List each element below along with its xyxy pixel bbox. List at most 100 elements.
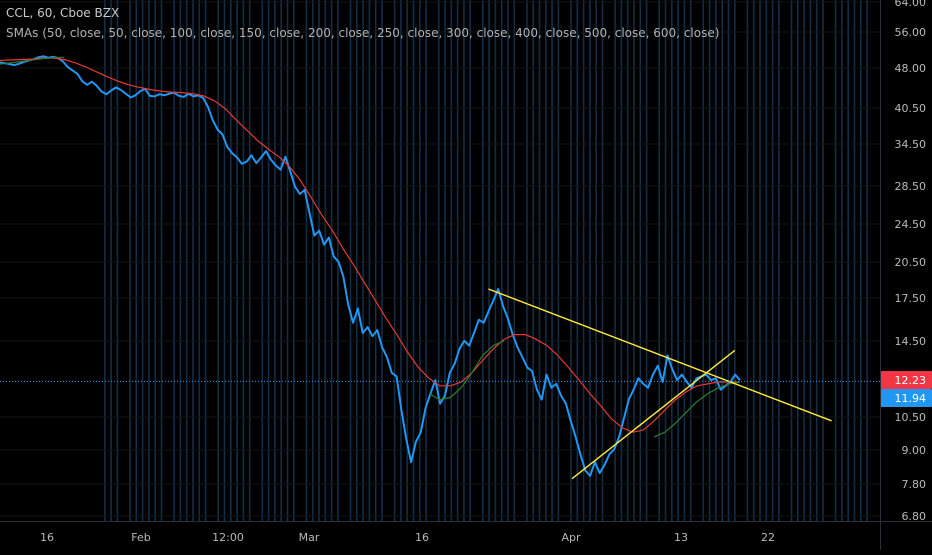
session-stripe (721, 0, 723, 521)
session-stripe (734, 0, 736, 521)
session-stripe (230, 0, 232, 521)
session-stripe (557, 0, 560, 521)
session-stripe (715, 0, 717, 521)
session-stripe (286, 0, 289, 521)
price-tag (881, 371, 932, 389)
series-sma-red (0, 57, 740, 433)
session-stripe (853, 0, 856, 521)
session-stripe (513, 0, 516, 521)
session-stripe (639, 0, 642, 521)
session-stripe (330, 0, 333, 521)
session-stripe (702, 0, 705, 521)
y-tick-label: 17.50 (895, 292, 927, 305)
y-tick-label: 48.00 (895, 62, 927, 75)
session-stripe (129, 0, 131, 521)
session-stripe (104, 0, 106, 521)
x-tick-label: Apr (561, 531, 581, 544)
session-stripe (683, 0, 686, 521)
session-stripe (412, 0, 415, 521)
series-sma-green (428, 340, 505, 401)
session-stripe (236, 0, 238, 521)
session-stripe (393, 0, 396, 521)
session-stripe (444, 0, 446, 521)
series-sma-green (0, 56, 65, 65)
session-stripe (526, 0, 528, 521)
y-tick-label: 28.50 (895, 180, 927, 193)
session-stripe (538, 0, 541, 521)
session-stripe (765, 0, 768, 521)
session-stripe (752, 0, 755, 521)
session-stripe (658, 0, 660, 521)
session-stripe (847, 0, 849, 521)
session-stripe (576, 0, 579, 521)
session-stripe (866, 0, 868, 521)
session-stripe (677, 0, 679, 521)
y-tick-label: 20.50 (895, 256, 927, 269)
trendline-layer[interactable] (488, 288, 832, 480)
session-stripe (803, 0, 805, 521)
session-stripe (463, 0, 465, 521)
price-tag-label: 12.23 (895, 374, 927, 387)
y-tick-label: 14.50 (895, 335, 927, 348)
session-stripe (116, 0, 119, 521)
session-stripe (381, 0, 383, 521)
x-tick-label: 16 (40, 531, 54, 544)
session-stripe (589, 0, 591, 521)
session-stripe (324, 0, 327, 521)
session-stripe (368, 0, 371, 521)
session-stripe (419, 0, 421, 521)
session-stripe (759, 0, 761, 521)
trendline (488, 288, 832, 422)
session-stripe (841, 0, 843, 521)
y-tick-label: 40.50 (895, 102, 927, 115)
session-stripe (135, 0, 138, 521)
session-stripe (173, 0, 175, 521)
session-stripe (185, 0, 188, 521)
session-stripe (154, 0, 156, 521)
session-stripe (601, 0, 604, 521)
session-stripe (689, 0, 692, 521)
session-stripe (192, 0, 194, 521)
session-stripe (293, 0, 295, 521)
session-stripe (148, 0, 150, 521)
y-tick-label: 7.80 (902, 478, 927, 491)
session-stripe (860, 0, 862, 521)
y-tick-label: 6.80 (902, 510, 927, 523)
session-stripe (582, 0, 585, 521)
session-stripe (645, 0, 648, 521)
series-sma-green (653, 381, 741, 438)
session-stripe (261, 0, 264, 521)
y-tick-label: 9.00 (902, 444, 927, 457)
session-stripe (614, 0, 616, 521)
session-stripe (507, 0, 509, 521)
session-stripe (305, 0, 308, 521)
session-stripe (425, 0, 427, 521)
session-stripe (488, 0, 490, 521)
grid (0, 1, 880, 517)
session-stripe (198, 0, 201, 521)
x-tick-label: Feb (131, 531, 150, 544)
session-stripe (248, 0, 251, 521)
session-stripe (223, 0, 226, 521)
time-axis[interactable]: 16 Feb 12:00 Mar 16 Apr 13 22 (0, 521, 932, 550)
symbol-legend[interactable]: CCL, 60, Cboe BZX (6, 6, 120, 20)
trendline (571, 349, 736, 480)
session-stripe (274, 0, 276, 521)
y-tick-label: 10.50 (895, 411, 927, 424)
session-stripe (532, 0, 534, 521)
indicator-legend[interactable]: SMAs (50, close, 50, close, 100, close, … (6, 26, 720, 40)
session-stripe (217, 0, 219, 521)
session-stripe (797, 0, 799, 521)
y-tick-label: 24.50 (895, 218, 927, 231)
session-stripe (500, 0, 503, 521)
session-stripe (822, 0, 824, 521)
session-stripes (104, 0, 868, 521)
session-stripe (356, 0, 358, 521)
y-tick-label: 64.00 (895, 0, 927, 9)
session-stripe (809, 0, 812, 521)
session-stripe (179, 0, 182, 521)
price-axis[interactable]: 64.00 56.00 48.00 40.50 34.50 28.50 24.50 20.50… (880, 0, 932, 550)
x-tick-label: 16 (415, 531, 429, 544)
